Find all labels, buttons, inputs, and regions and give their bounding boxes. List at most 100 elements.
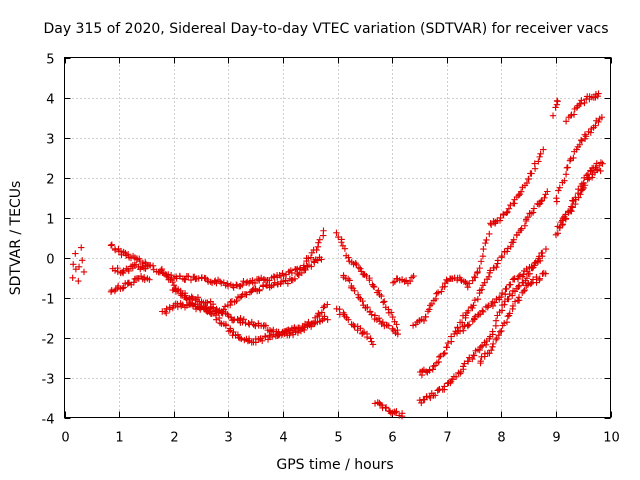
data-point (79, 257, 86, 264)
data-point (562, 118, 570, 125)
data-point (507, 281, 514, 288)
data-point (234, 315, 241, 323)
data-point (507, 243, 514, 250)
data-point (422, 313, 429, 321)
data-point (182, 276, 189, 283)
series-s22 (562, 90, 602, 125)
data-point (239, 319, 246, 326)
data-point (251, 279, 259, 287)
data-point (270, 273, 277, 280)
data-point (530, 205, 538, 212)
data-point (75, 277, 82, 285)
data-point (477, 258, 485, 265)
data-point (465, 321, 473, 328)
data-point (107, 242, 115, 249)
data-point (195, 275, 202, 282)
data-point (125, 267, 132, 275)
data-point (521, 222, 529, 229)
data-point (464, 358, 472, 365)
data-point (209, 304, 217, 311)
data-point (158, 265, 166, 273)
data-point (554, 230, 562, 237)
data-point (441, 349, 448, 357)
data-point (567, 112, 575, 119)
data-point (119, 285, 126, 292)
data-point (345, 316, 352, 323)
data-point (420, 317, 428, 325)
data-point (194, 294, 202, 301)
data-point (230, 328, 237, 336)
y-tick-label: 0 (46, 253, 54, 268)
data-point (206, 308, 213, 315)
data-point (518, 225, 525, 232)
data-point (459, 363, 467, 370)
data-point (595, 90, 602, 97)
data-point (355, 264, 363, 271)
data-point (166, 306, 173, 313)
data-point (536, 257, 544, 264)
data-point (227, 327, 234, 334)
data-point (487, 221, 495, 229)
data-point (357, 265, 364, 272)
data-point (410, 272, 417, 280)
data-point (476, 346, 483, 354)
data-point (599, 160, 606, 167)
data-point (504, 208, 511, 216)
data-point (378, 292, 385, 300)
data-point (555, 187, 562, 194)
y-tick-label: 4 (46, 93, 54, 108)
data-point (510, 236, 517, 243)
data-point (481, 279, 488, 286)
data-point (220, 306, 227, 313)
data-point (529, 276, 537, 283)
data-point (70, 261, 77, 268)
series-s19 (553, 114, 606, 205)
data-point (478, 342, 486, 349)
data-point (544, 188, 551, 195)
data-point (477, 357, 484, 365)
data-point (301, 324, 308, 331)
data-point (351, 287, 358, 294)
series-s14 (416, 188, 551, 379)
data-point (368, 338, 375, 345)
data-point (486, 230, 493, 238)
x-tick-labels: 0 1 2 3 4 5 6 7 8 9 10 (61, 431, 619, 446)
data-point (503, 209, 510, 216)
data-point (120, 284, 127, 291)
data-point (393, 408, 400, 415)
data-point (283, 328, 290, 335)
data-point (582, 133, 590, 140)
x-axis-label: GPS time / hours (276, 457, 393, 473)
data-point (379, 319, 387, 326)
data-point (469, 355, 476, 363)
data-point (498, 289, 506, 297)
data-point (391, 409, 399, 416)
data-point (357, 325, 364, 332)
data-point (494, 312, 501, 319)
series-s4 (109, 261, 149, 277)
data-point (429, 366, 436, 373)
data-point (521, 286, 528, 294)
data-point (581, 99, 588, 107)
data-point (597, 159, 605, 166)
data-point (492, 317, 500, 324)
data-point (528, 263, 535, 271)
data-point (488, 347, 495, 354)
data-point (497, 214, 504, 222)
data-point (471, 296, 479, 304)
data-point (233, 297, 240, 305)
data-point (595, 162, 603, 169)
data-point (469, 304, 476, 312)
data-point (366, 276, 373, 284)
data-point (313, 246, 320, 254)
data-point (452, 373, 460, 381)
data-point (535, 158, 542, 165)
data-point (443, 344, 450, 351)
data-point (324, 316, 331, 323)
data-point (346, 277, 353, 284)
data-point (370, 282, 377, 290)
data-point (462, 278, 469, 286)
data-point (216, 319, 224, 327)
data-point (542, 191, 549, 198)
